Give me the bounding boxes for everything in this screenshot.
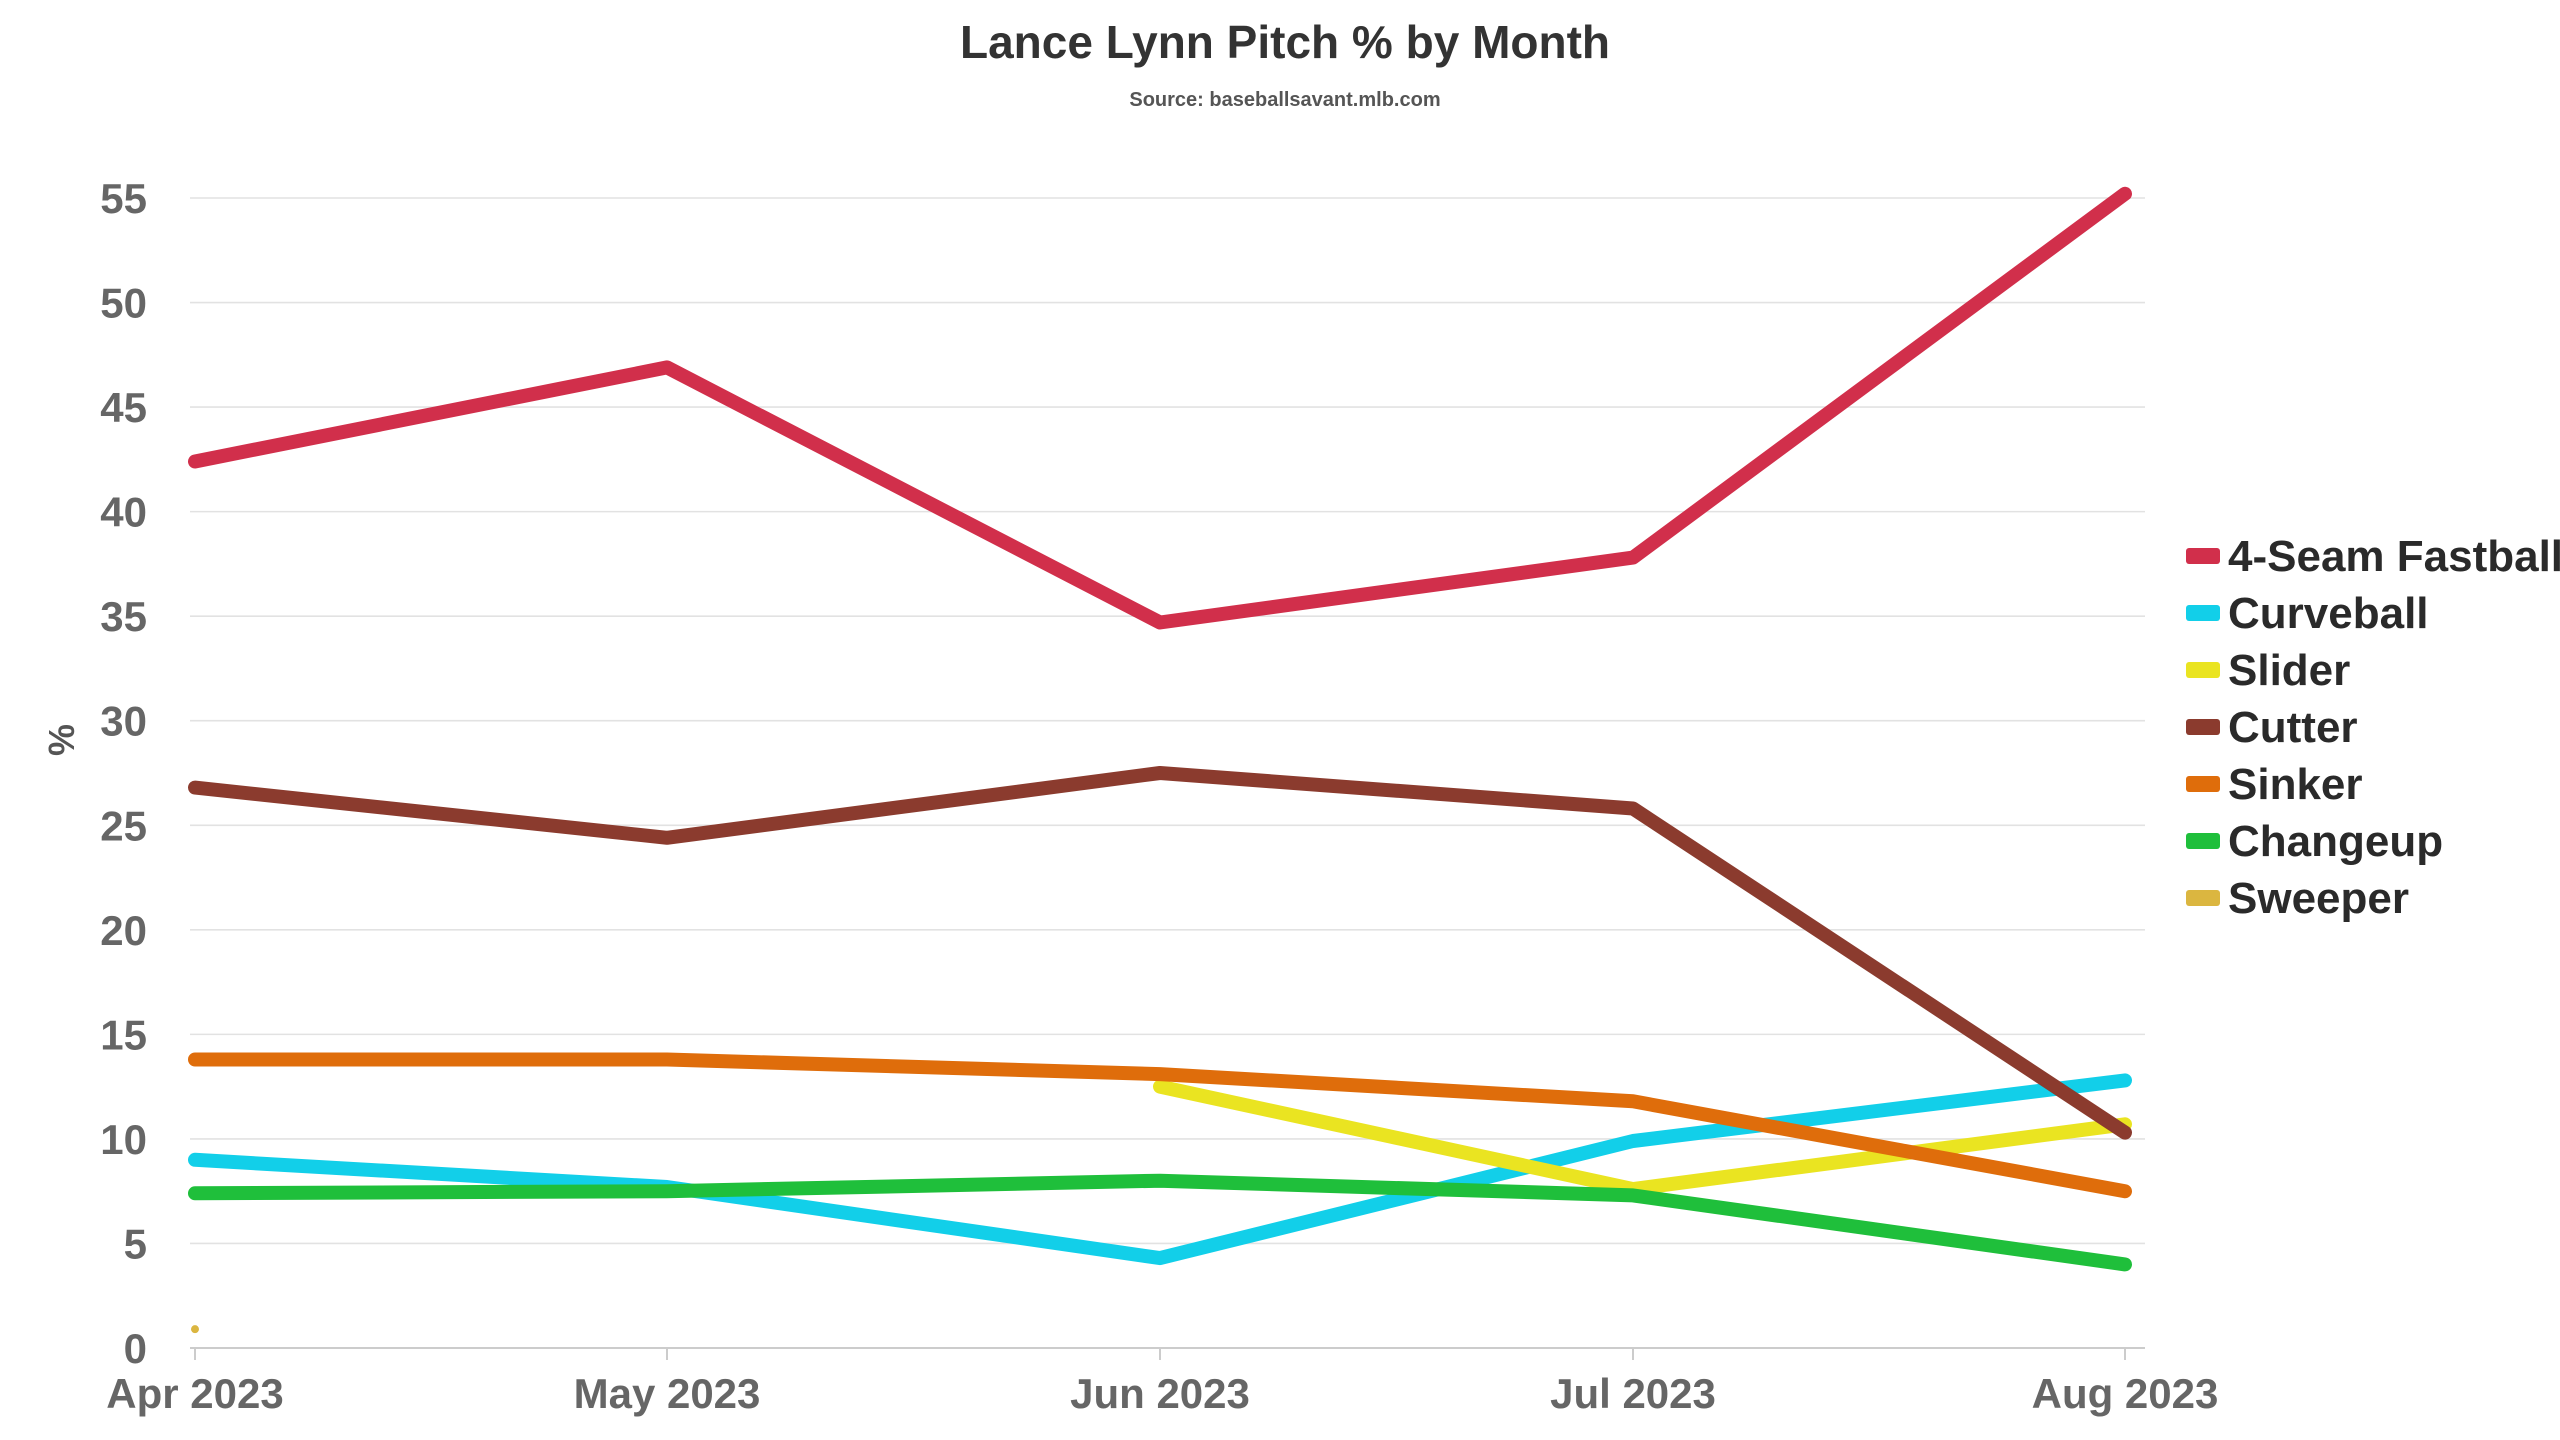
legend-label-sinker: Sinker [2228, 760, 2363, 809]
legend-swatch-slider [2186, 662, 2220, 678]
chart-title: Lance Lynn Pitch % by Month [960, 16, 1610, 68]
legend-label-slider: Slider [2228, 646, 2350, 695]
y-tick-label: 0 [124, 1325, 147, 1372]
legend-swatch-cutter [2186, 719, 2220, 735]
y-tick-label: 45 [100, 384, 147, 431]
series-point-sweeper [191, 1325, 199, 1334]
y-tick-label: 40 [100, 489, 147, 536]
series-lines [188, 186, 2132, 1334]
y-tick-label: 35 [100, 593, 147, 640]
legend-label-cutter: Cutter [2228, 703, 2358, 752]
y-tick-label: 15 [100, 1011, 147, 1058]
series-line-sinker [188, 1052, 2132, 1199]
legend-label-changeup: Changeup [2228, 817, 2443, 866]
legend-swatch-sweeper [2186, 890, 2220, 906]
y-tick-label: 50 [100, 280, 147, 327]
series-line-4-seam-fastball [188, 186, 2132, 630]
legend-label-4-seam-fastball: 4-Seam Fastball [2228, 532, 2560, 581]
legend-swatch-changeup [2186, 833, 2220, 849]
series-line-cutter [188, 766, 2132, 1140]
y-tick-label: 5 [124, 1220, 147, 1267]
legend-label-curveball: Curveball [2228, 589, 2429, 638]
x-tick-label: Jul 2023 [1550, 1370, 1716, 1417]
y-tick-label: 25 [100, 802, 147, 849]
legend: 4-Seam Fastball Curveball Slider Cutter Sink… [2186, 532, 2560, 923]
gridlines [190, 197, 2145, 1349]
x-tick-label: May 2023 [574, 1370, 761, 1417]
x-tick-label: Apr 2023 [106, 1370, 283, 1417]
x-axis-ticks: Apr 2023 May 2023 Jun 2023 Jul 2023 Aug 2023 [106, 1348, 2218, 1417]
y-tick-label: 30 [100, 698, 147, 745]
y-tick-label: 55 [100, 175, 147, 222]
legend-swatch-curveball [2186, 605, 2220, 621]
legend-swatch-4-seam-fastball [2186, 548, 2220, 564]
y-tick-label: 20 [100, 907, 147, 954]
x-tick-label: Jun 2023 [1070, 1370, 1250, 1417]
x-tick-label: Aug 2023 [2032, 1370, 2219, 1417]
y-axis-ticks: 0 5 10 15 20 25 30 35 40 45 50 55 [100, 175, 147, 1372]
series-line-changeup [188, 1173, 2132, 1272]
chart-subtitle: Source: baseballsavant.mlb.com [1129, 89, 1440, 111]
legend-swatch-sinker [2186, 776, 2220, 792]
legend-label-sweeper: Sweeper [2228, 874, 2409, 923]
series-line-curveball [188, 1073, 2132, 1266]
y-tick-label: 10 [100, 1116, 147, 1163]
y-axis-title: % [41, 724, 82, 756]
